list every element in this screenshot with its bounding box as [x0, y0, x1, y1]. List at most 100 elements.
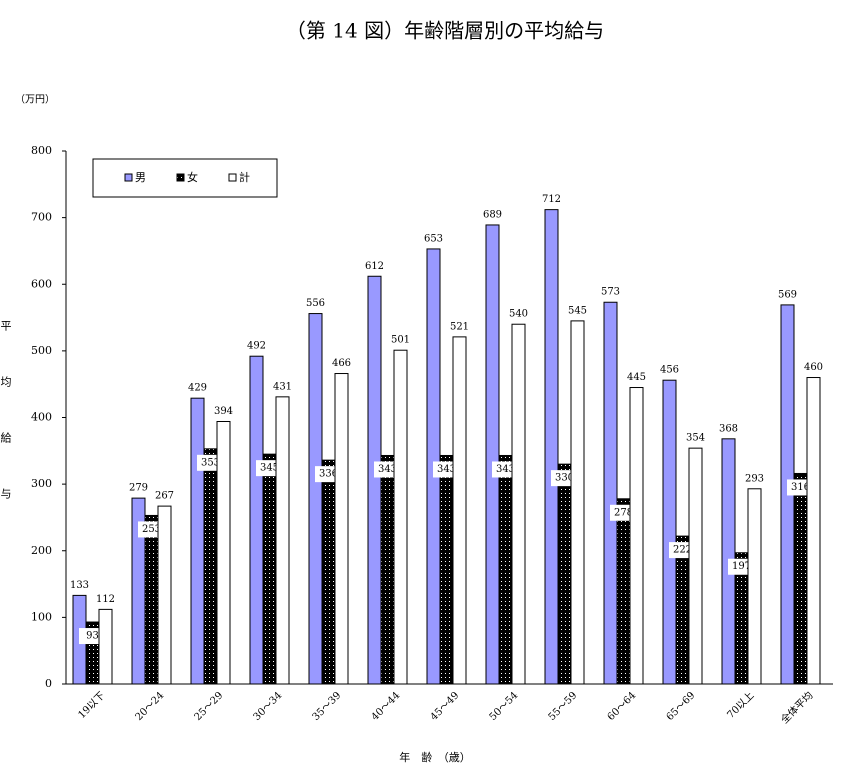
value-label: 93 — [86, 631, 99, 642]
value-label: 456 — [660, 365, 679, 376]
bar — [629, 387, 644, 685]
value-label: 431 — [273, 381, 292, 392]
legend-label: 女 — [187, 170, 198, 184]
value-label: 653 — [424, 233, 443, 244]
x-tick-label: 60～64 — [606, 690, 639, 723]
x-tick-label: 50～54 — [488, 690, 521, 723]
bar — [498, 454, 513, 685]
bar — [616, 498, 631, 685]
x-tick-label: 20～24 — [134, 690, 167, 723]
bar — [98, 608, 113, 685]
x-axis-label: 年 齢 （歳） — [399, 750, 471, 764]
bar — [511, 323, 526, 685]
value-label: 556 — [306, 298, 325, 309]
bar — [688, 447, 703, 685]
bar — [452, 336, 467, 685]
x-tick-label: 19以下 — [76, 690, 107, 721]
bar — [216, 420, 231, 685]
bar — [485, 224, 500, 685]
bar — [334, 373, 349, 685]
y-tick-label: 200 — [31, 544, 52, 557]
bar — [439, 454, 454, 685]
bar — [321, 459, 336, 685]
x-tick-label: 35～39 — [311, 690, 344, 723]
y-axis-label: 平均給与 — [0, 320, 12, 544]
value-label: 573 — [601, 287, 620, 298]
value-label: 492 — [247, 341, 266, 352]
bar — [367, 275, 382, 685]
legend-label: 計 — [239, 170, 250, 184]
bar — [262, 453, 277, 685]
value-label: 343 — [378, 464, 397, 475]
bar — [190, 397, 205, 685]
y-tick-label: 400 — [31, 411, 52, 424]
bar — [570, 320, 585, 685]
legend-label: 男 — [135, 171, 146, 184]
bar — [747, 488, 762, 685]
value-label: 445 — [627, 372, 646, 383]
legend-swatch — [124, 173, 133, 182]
bar — [144, 514, 159, 685]
value-label: 278 — [614, 507, 633, 518]
x-tick-label: 55～59 — [547, 690, 580, 723]
value-label: 330 — [555, 473, 574, 484]
value-label: 521 — [450, 321, 469, 332]
value-label: 501 — [391, 335, 410, 346]
bar — [203, 448, 218, 685]
unit-label: （万円） — [15, 94, 55, 106]
bar — [793, 472, 808, 685]
y-tick-label: 600 — [31, 277, 52, 290]
value-label: 368 — [719, 423, 738, 434]
bar — [662, 379, 677, 685]
bar — [603, 301, 618, 685]
x-tick-label: 40～44 — [370, 690, 403, 723]
bar — [380, 454, 395, 685]
x-tick-label: 25～29 — [193, 690, 226, 723]
legend-swatch — [176, 173, 185, 182]
value-label: 133 — [70, 580, 89, 591]
x-tick-label: 45～49 — [429, 690, 462, 723]
value-label: 460 — [804, 362, 823, 373]
bar — [557, 463, 572, 685]
value-label: 343 — [496, 464, 515, 475]
bar — [157, 505, 172, 685]
x-tick-label: 70以上 — [725, 689, 757, 721]
value-label: 267 — [155, 491, 174, 502]
value-label: 253 — [142, 524, 161, 535]
y-tick-label: 100 — [31, 610, 52, 623]
value-label: 345 — [260, 463, 279, 474]
value-label: 540 — [509, 309, 528, 320]
y-tick-label: 0 — [45, 677, 52, 690]
y-tick-label: 700 — [31, 211, 52, 224]
value-label: 466 — [332, 358, 351, 369]
bar — [806, 377, 821, 685]
y-tick-label: 300 — [31, 477, 52, 490]
value-label: 197 — [732, 561, 751, 572]
value-label: 343 — [437, 464, 456, 475]
chart-title: （第 14 図）年齢階層別の平均給与 — [286, 19, 604, 43]
value-label: 429 — [188, 383, 207, 394]
value-label: 316 — [791, 482, 810, 493]
value-label: 112 — [96, 594, 115, 605]
value-label: 336 — [319, 469, 338, 480]
value-label: 394 — [214, 406, 233, 417]
value-label: 712 — [542, 194, 561, 205]
legend-swatch — [228, 173, 237, 182]
value-label: 353 — [201, 457, 220, 468]
bar — [275, 396, 290, 685]
value-label: 612 — [365, 261, 384, 272]
value-label: 569 — [778, 289, 797, 300]
value-label: 545 — [568, 305, 587, 316]
x-tick-label: 全体平均 — [778, 689, 815, 726]
value-label: 293 — [745, 473, 764, 484]
value-label: 354 — [686, 433, 705, 444]
value-label: 279 — [129, 483, 148, 494]
y-tick-label: 800 — [31, 144, 52, 157]
y-tick-label: 500 — [31, 344, 52, 357]
bar — [675, 535, 690, 685]
bar — [393, 349, 408, 685]
value-label: 222 — [673, 545, 692, 556]
bar — [249, 355, 264, 685]
x-tick-label: 30～34 — [252, 690, 285, 723]
